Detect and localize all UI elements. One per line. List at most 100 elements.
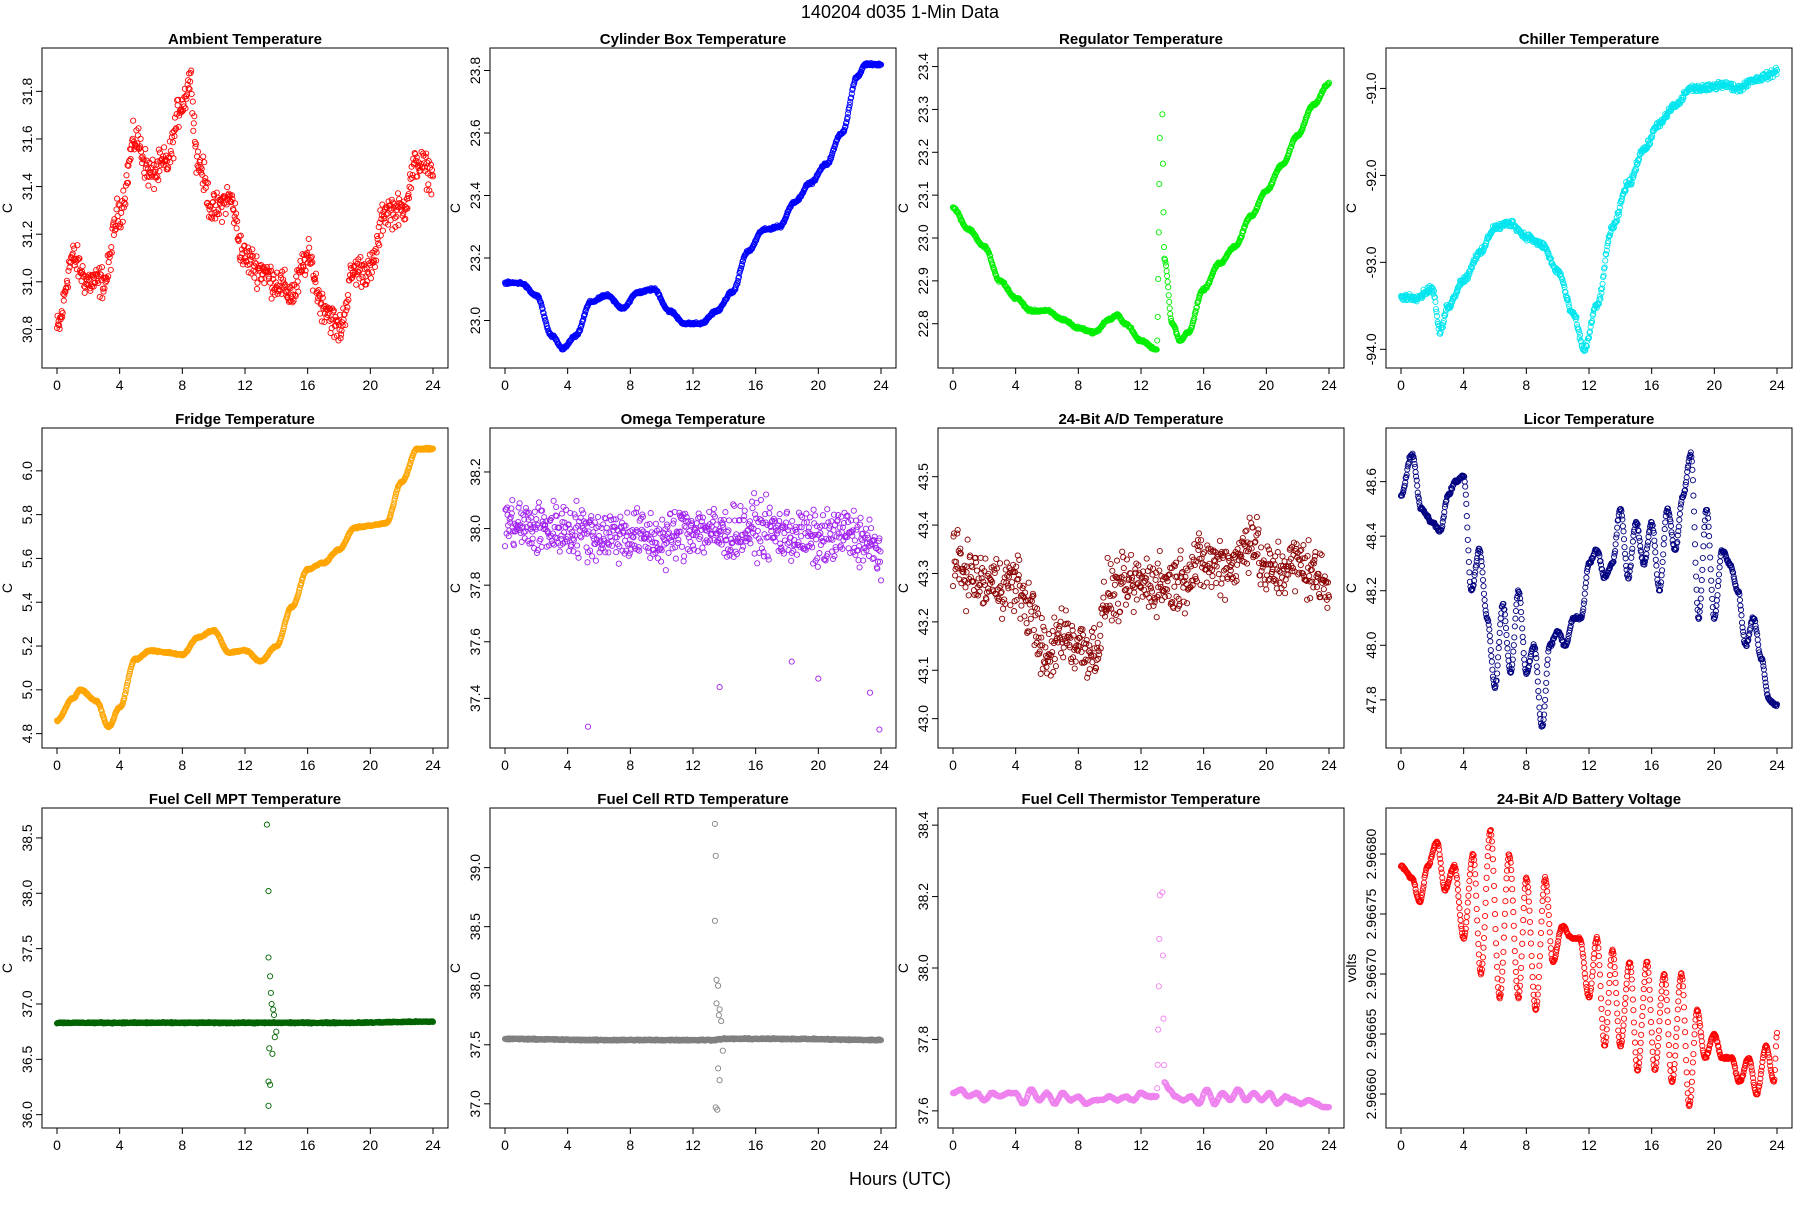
data-point (867, 517, 872, 522)
y-tick-label: 23.4 (467, 182, 483, 209)
data-point (965, 537, 970, 542)
data-point (732, 503, 737, 508)
data-point (1008, 603, 1013, 608)
y-tick-label: 23.0 (915, 224, 931, 251)
data-point (653, 521, 658, 526)
y-tick-label: 30.8 (19, 316, 35, 343)
data-point (878, 578, 883, 583)
data-point (1178, 556, 1183, 561)
data-point (660, 517, 665, 522)
data-point (1051, 669, 1056, 674)
data-point (554, 504, 559, 509)
data-point (869, 526, 874, 531)
data-point (858, 515, 863, 520)
x-tick-label: 12 (1133, 377, 1149, 393)
y-tick-label: 31.4 (19, 173, 35, 200)
data-point (1178, 548, 1183, 553)
y-tick-label: 23.0 (467, 307, 483, 334)
data-point (950, 584, 955, 589)
y-tick-label: 4.8 (19, 724, 35, 744)
plot-frame (938, 48, 1344, 368)
y-tick-label: -93.0 (1363, 246, 1379, 278)
data-point (1161, 210, 1166, 215)
data-point (135, 133, 140, 138)
data-point (610, 543, 615, 548)
x-tick-label: 12 (237, 757, 253, 773)
data-point (666, 550, 671, 555)
data-point (1041, 624, 1046, 629)
panel-title: Omega Temperature (621, 411, 766, 428)
data-point (966, 593, 971, 598)
data-point (1019, 603, 1024, 608)
data-point (1108, 561, 1113, 566)
y-tick-label: 31.8 (19, 77, 35, 104)
data-point (66, 268, 71, 273)
outlier-point (717, 685, 722, 690)
data-point (1159, 598, 1164, 603)
y-tick-label: 5.4 (19, 592, 35, 612)
data-point (121, 188, 126, 193)
y-tick-label: 22.8 (915, 310, 931, 337)
panel-title: Cylinder Box Temperature (600, 31, 786, 48)
data-point (994, 556, 999, 561)
data-point (1156, 230, 1161, 235)
y-axis-label: C (0, 203, 15, 213)
y-tick-label: 23.4 (915, 53, 931, 80)
data-point (742, 508, 747, 513)
y-tick-label: 5.6 (19, 548, 35, 568)
y-tick-label: 5.8 (19, 505, 35, 525)
data-point (190, 99, 195, 104)
data-point (1123, 602, 1128, 607)
data-point (1110, 568, 1115, 573)
data-point (1161, 245, 1166, 250)
data-point (1026, 580, 1031, 585)
outlier-point (816, 676, 821, 681)
data-point (679, 544, 684, 549)
data-point (307, 245, 312, 250)
data-point (787, 540, 792, 545)
data-point (1134, 597, 1139, 602)
data-point (225, 185, 230, 190)
panel-title: Chiller Temperature (1519, 31, 1660, 48)
data-point (673, 556, 678, 561)
data-point (964, 609, 969, 614)
data-point (750, 506, 755, 511)
data-point (1095, 640, 1100, 645)
data-point (811, 507, 816, 512)
data-point (1165, 273, 1170, 278)
y-axis-label: C (895, 203, 911, 213)
data-point (1001, 606, 1006, 611)
data-point (681, 559, 686, 564)
data-point (738, 503, 743, 508)
data-point (1164, 263, 1169, 268)
data-point (742, 514, 747, 519)
data-point (254, 286, 259, 291)
data-point (700, 545, 705, 550)
y-tick-label: 31.0 (19, 268, 35, 295)
x-tick-label: 24 (1769, 377, 1785, 393)
data-point (593, 558, 598, 563)
data-point (138, 136, 143, 141)
data-point (767, 505, 772, 510)
data-point (1105, 555, 1110, 560)
data-point (682, 554, 687, 559)
data-point (106, 260, 111, 265)
x-tick-label: 20 (811, 757, 827, 773)
y-tick-label: 5.0 (19, 680, 35, 700)
data-point (648, 510, 653, 515)
data-point (1039, 616, 1044, 621)
y-tick-label: 23.3 (915, 96, 931, 123)
y-tick-label: 38.0 (467, 515, 483, 542)
data-point (688, 539, 693, 544)
data-point (380, 228, 385, 233)
data-point (607, 514, 612, 519)
data-point (807, 515, 812, 520)
y-tick-label: -94.0 (1363, 333, 1379, 365)
data-point (1167, 299, 1172, 304)
data-point (118, 225, 123, 230)
x-tick-label: 20 (1707, 377, 1723, 393)
data-point (191, 128, 196, 133)
